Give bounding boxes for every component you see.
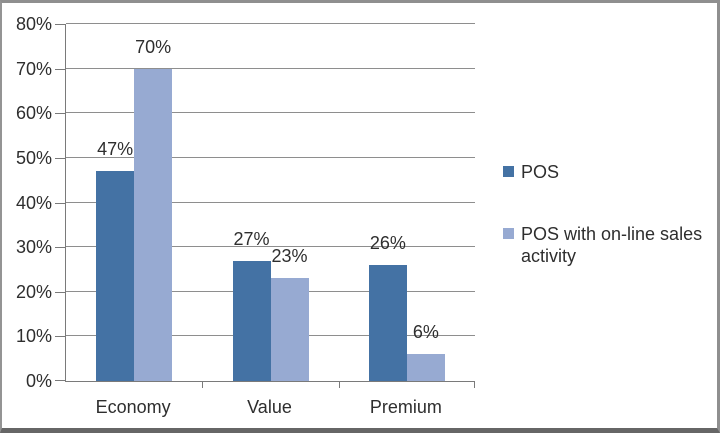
bar-pos-online-value[interactable] (270, 278, 309, 381)
legend-item-pos-online[interactable]: POS with on-line sales activity (503, 223, 717, 267)
x-axis-tick (202, 382, 203, 388)
x-axis-tick (339, 382, 340, 388)
bar-pos-online-economy[interactable] (134, 68, 173, 381)
gridline (66, 156, 475, 158)
y-axis-tick (55, 380, 65, 381)
legend-item-pos[interactable]: POS (503, 161, 717, 183)
x-axis-label-value: Value (247, 397, 292, 417)
data-label-pos-economy: 47% (97, 139, 134, 160)
y-axis-label-10: 10% (15, 326, 52, 347)
gridline (66, 23, 475, 24)
y-axis-label-40: 40% (15, 192, 52, 213)
y-axis-label-50: 50% (15, 147, 52, 168)
bar-pos-online-premium[interactable] (406, 354, 445, 381)
y-axis-tick (55, 247, 65, 249)
gridline (66, 67, 475, 69)
plot-area: 47% 70% 27% 23% 26% 6% (55, 23, 475, 388)
y-axis-tick (55, 68, 65, 70)
bar-pos-premium[interactable] (368, 264, 407, 381)
bar-pos-economy[interactable] (96, 171, 135, 381)
y-axis-label-20: 20% (15, 281, 52, 302)
data-label-pos-online-premium: 6% (412, 322, 439, 343)
data-label-pos-value: 27% (233, 228, 270, 249)
y-axis-label-70: 70% (15, 58, 52, 79)
y-axis-tick (55, 24, 65, 25)
y-axis-label-30: 30% (15, 237, 52, 258)
gridline (66, 201, 475, 203)
y-axis-tick (55, 202, 65, 204)
data-label-pos-premium: 26% (369, 232, 406, 253)
x-axis-tick (474, 382, 475, 388)
y-axis-label-80: 80% (15, 14, 52, 34)
gridline (66, 112, 475, 114)
gridline (66, 246, 475, 248)
y-axis-label-60: 60% (15, 103, 52, 124)
legend-swatch-pos-online (503, 228, 514, 239)
data-label-pos-online-economy: 70% (135, 36, 172, 57)
x-axis-label-premium: Premium (369, 397, 442, 417)
y-axis-label-0: 0% (25, 371, 52, 391)
legend-swatch-pos (503, 166, 514, 177)
x-axis-label-economy: Economy (95, 397, 171, 417)
y-axis-tick (55, 157, 65, 159)
bar-pos-value[interactable] (232, 260, 271, 381)
y-axis-tick (55, 336, 65, 338)
legend-label-pos: POS (521, 162, 560, 182)
legend-label-pos-online: POS with on-line sales activity (521, 224, 703, 266)
y-axis-tick (55, 291, 65, 293)
y-axis-tick (55, 113, 65, 115)
chart-canvas: 0% 10% 20% 30% 40% 50% 60% 70% 80% 47% 70% 27% 23% 2… (2, 3, 717, 428)
data-label-pos-online-value: 23% (271, 246, 308, 267)
